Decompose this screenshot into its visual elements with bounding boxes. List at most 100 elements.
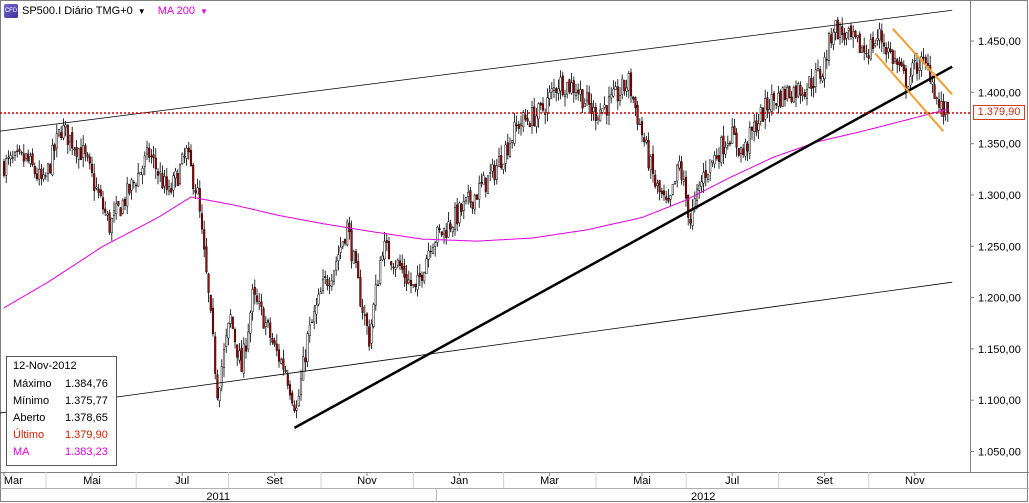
candle-body: [291, 392, 294, 404]
candle-body: [896, 59, 899, 65]
candle-body: [885, 46, 888, 55]
symbol-dropdown-icon[interactable]: ▼: [137, 6, 146, 16]
candle-body: [181, 153, 184, 164]
candle-body: [423, 272, 426, 282]
candle-body: [209, 295, 212, 311]
candle-body: [445, 230, 448, 238]
candle-body: [196, 187, 199, 195]
candle-body: [88, 156, 91, 164]
candle-body: [748, 127, 751, 154]
candle-body: [583, 103, 586, 108]
candle-body: [645, 139, 648, 143]
candle-body: [394, 267, 397, 270]
candle-body: [581, 89, 584, 109]
candle-body: [502, 163, 505, 170]
candle-body: [205, 246, 208, 273]
data-window: 12-Nov-2012 Máximo 1.384,76 Mínimo 1.375,77…: [6, 356, 117, 466]
candle-body: [627, 73, 630, 91]
candle-body: [713, 155, 716, 165]
candle-body: [447, 221, 450, 238]
candle-body: [189, 150, 193, 167]
candle-body: [262, 308, 265, 329]
candle-body: [460, 204, 463, 212]
candle-body: [427, 250, 430, 260]
candle-body: [821, 76, 824, 82]
candle-body: [911, 62, 914, 76]
candle-body: [40, 168, 43, 179]
candle-body: [154, 157, 157, 170]
y-tick-label: 1.250,00: [978, 241, 1021, 253]
candle-body: [123, 198, 127, 206]
info-value: 1.383,23: [65, 445, 108, 458]
info-row: Aberto 1.378,65: [13, 409, 110, 426]
candle-body: [5, 158, 8, 176]
candle-body: [698, 184, 701, 191]
candle-body: [286, 374, 289, 386]
candle-body: [845, 32, 848, 39]
candle-body: [632, 96, 635, 100]
candle-body: [775, 103, 778, 106]
candle-body: [167, 186, 171, 192]
candle-body: [715, 155, 718, 159]
candle-body: [390, 261, 393, 266]
candle-body: [788, 86, 791, 98]
candle-body: [117, 201, 120, 206]
candle-body: [704, 170, 707, 178]
symbol-label[interactable]: SP500.I Diário TMG+0: [22, 5, 133, 17]
info-row: MA 1.383,23: [13, 443, 110, 460]
x-tick-label: Set: [816, 475, 833, 487]
candle-body: [863, 45, 866, 53]
indicator-dropdown-icon[interactable]: ▼: [200, 6, 208, 16]
candle-body: [541, 103, 545, 111]
candle-body: [764, 98, 767, 120]
candle-body: [621, 78, 624, 95]
candle-body: [29, 155, 32, 164]
candle-body: [940, 101, 943, 110]
candle-body: [728, 142, 732, 145]
x-tick-label: Nov: [905, 475, 925, 487]
candle-body: [920, 56, 923, 71]
plot-area: [0, 9, 953, 429]
candle-body: [104, 208, 107, 213]
candle-body: [414, 283, 417, 287]
candle-body: [387, 241, 391, 260]
candle-body: [552, 87, 556, 91]
candle-body: [75, 147, 78, 157]
candle-body: [218, 387, 221, 402]
candle-body: [640, 121, 644, 136]
candle-body: [299, 378, 303, 396]
candle-body: [467, 192, 470, 197]
candle-body: [726, 143, 729, 146]
candle-body: [759, 107, 762, 122]
candle-body: [603, 104, 606, 108]
candle-body: [449, 223, 452, 230]
candle-body: [783, 89, 787, 100]
candle-body: [324, 276, 327, 278]
x-tick-label: Nov: [357, 475, 377, 487]
candle-body: [165, 176, 168, 190]
candle-body: [803, 92, 806, 97]
candle-body: [823, 57, 826, 80]
candle-body: [150, 155, 153, 158]
candle-body: [847, 28, 850, 31]
candle-body: [115, 203, 118, 214]
candle-body: [489, 172, 492, 174]
candle-body: [724, 146, 727, 155]
candle-body: [13, 151, 17, 157]
candle-body: [2, 161, 6, 176]
candle-body: [317, 293, 320, 305]
info-label: Mínimo: [13, 394, 50, 407]
candle-body: [99, 189, 102, 196]
candle-body: [308, 324, 311, 336]
candle-body: [82, 145, 85, 158]
candle-body: [814, 69, 817, 87]
candle-body: [398, 260, 402, 266]
candle-body: [249, 312, 252, 334]
candle-body: [68, 135, 72, 143]
candle-body: [55, 133, 58, 149]
indicator-label[interactable]: MA 200: [157, 5, 195, 17]
candle-body: [429, 250, 432, 253]
candle-body: [337, 254, 340, 261]
candle-body: [929, 65, 932, 82]
